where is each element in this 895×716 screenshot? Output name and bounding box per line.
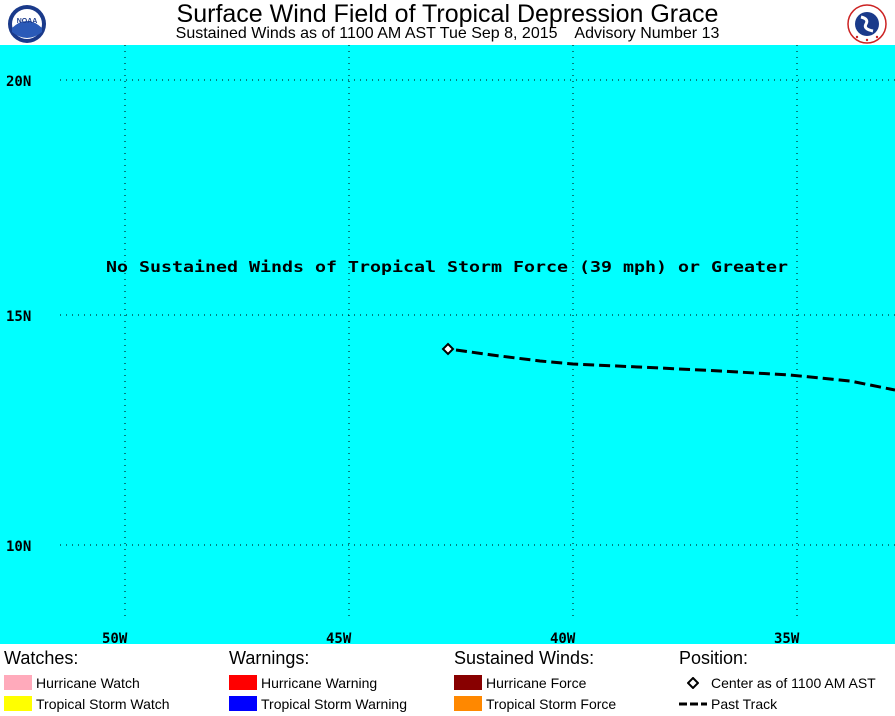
wind-field-map: 20N 15N 10N 50W 45W 40W 35W No Sustained… (0, 45, 895, 644)
legend-item-label: Hurricane Force (486, 674, 587, 691)
legend-item-hurricane-force: Hurricane Force (454, 672, 616, 693)
noaa-logo-text: NOAA (17, 18, 38, 25)
longitude-label-35w: 35W (774, 631, 800, 644)
legend-item-tropical-storm-force: Tropical Storm Force (454, 693, 616, 714)
legend-item-label: Past Track (711, 695, 778, 712)
tropical-storm-watch-swatch (4, 696, 32, 711)
longitude-label-50w: 50W (102, 631, 128, 644)
legend-item-center: Center as of 1100 AM AST (679, 672, 876, 693)
latitude-label-10n: 10N (6, 539, 31, 555)
latitude-label-15n: 15N (6, 309, 31, 325)
page-subtitle: Sustained Winds as of 1100 AM AST Tue Se… (175, 25, 720, 42)
no-winds-message: No Sustained Winds of Tropical Storm For… (106, 258, 788, 276)
hurricane-force-swatch (454, 675, 482, 690)
legend-warnings-heading: Warnings: (229, 648, 310, 668)
legend-position-heading: Position: (679, 648, 749, 668)
legend: Watches: Hurricane Watch Tropical Storm … (0, 644, 895, 716)
legend-watches-heading: Watches: (4, 648, 79, 668)
legend-item-label: Hurricane Watch (36, 674, 140, 691)
legend-sustained-winds: Sustained Winds: Hurricane Force Tropica… (454, 648, 616, 714)
map-canvas: 20N 15N 10N 50W 45W 40W 35W No Sustained… (0, 45, 895, 644)
legend-item-tropical-storm-warning: Tropical Storm Warning (229, 693, 407, 714)
tropical-storm-force-swatch (454, 696, 482, 711)
past-track-line (455, 348, 895, 392)
legend-item-past-track: Past Track (679, 693, 876, 714)
diamond-icon (679, 675, 707, 690)
longitude-label-45w: 45W (326, 631, 352, 644)
tropical-storm-warning-swatch (229, 696, 257, 711)
dashed-line-icon (679, 696, 707, 711)
legend-item-hurricane-warning: Hurricane Warning (229, 672, 407, 693)
storm-center-marker (441, 342, 455, 356)
noaa-logo: NOAA (8, 5, 46, 43)
national-weather-service-logo (847, 4, 887, 44)
legend-item-label: Center as of 1100 AM AST (711, 674, 876, 691)
legend-winds-heading: Sustained Winds: (454, 648, 595, 668)
legend-item-tropical-storm-watch: Tropical Storm Watch (4, 693, 170, 714)
legend-item-label: Tropical Storm Force (486, 695, 617, 712)
hurricane-warning-swatch (229, 675, 257, 690)
legend-item-hurricane-watch: Hurricane Watch (4, 672, 170, 693)
page-title: Surface Wind Field of Tropical Depressio… (176, 0, 719, 28)
legend-item-label: Tropical Storm Warning (261, 695, 408, 712)
legend-item-label: Hurricane Warning (261, 674, 378, 691)
legend-warnings: Warnings: Hurricane Warning Tropical Sto… (229, 648, 407, 714)
legend-watches: Watches: Hurricane Watch Tropical Storm … (4, 648, 170, 714)
header: NOAA Surface Wind Field of Tropical Depr… (0, 0, 895, 45)
legend-position: Position: Center as of 1100 AM AST Past … (679, 648, 876, 714)
hurricane-watch-swatch (4, 675, 32, 690)
legend-item-label: Tropical Storm Watch (36, 695, 170, 712)
longitude-label-40w: 40W (550, 631, 576, 644)
latitude-label-20n: 20N (6, 74, 31, 90)
